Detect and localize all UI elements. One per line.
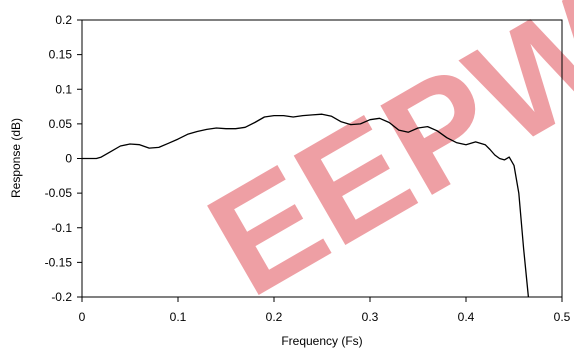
y-tick-label: -0.1	[51, 221, 72, 235]
x-axis-title: Frequency (Fs)	[281, 334, 362, 348]
y-tick-label: -0.2	[51, 290, 72, 304]
x-tick-label: 0.1	[170, 310, 187, 324]
y-tick-label: -0.15	[45, 255, 73, 269]
x-tick-label: 0.4	[458, 310, 475, 324]
y-tick-label: 0.15	[49, 48, 73, 62]
x-axis: 0 0.1 0.2 0.3 0.4 0.5	[79, 297, 571, 324]
x-tick-label: 0.5	[554, 310, 571, 324]
x-tick-label: 0.2	[266, 310, 283, 324]
watermark: EEPW	[182, 0, 574, 328]
y-tick-label: 0.2	[55, 13, 72, 27]
y-axis-title: Response (dB)	[9, 118, 23, 198]
y-tick-label: -0.05	[45, 186, 73, 200]
y-tick-label: 0	[65, 152, 72, 166]
series-layer	[82, 113, 530, 298]
x-tick-label: 0	[79, 310, 86, 324]
x-tick-label: 0.3	[362, 310, 379, 324]
series-line	[82, 113, 530, 298]
y-tick-label: 0.1	[55, 82, 72, 96]
watermark-logo: EEPW	[182, 0, 574, 328]
y-tick-label: 0.05	[49, 117, 73, 131]
y-axis: 0.2 0.15 0.1 0.05 0 -0.05 -0.1 -0.15 -0.2	[45, 13, 82, 304]
